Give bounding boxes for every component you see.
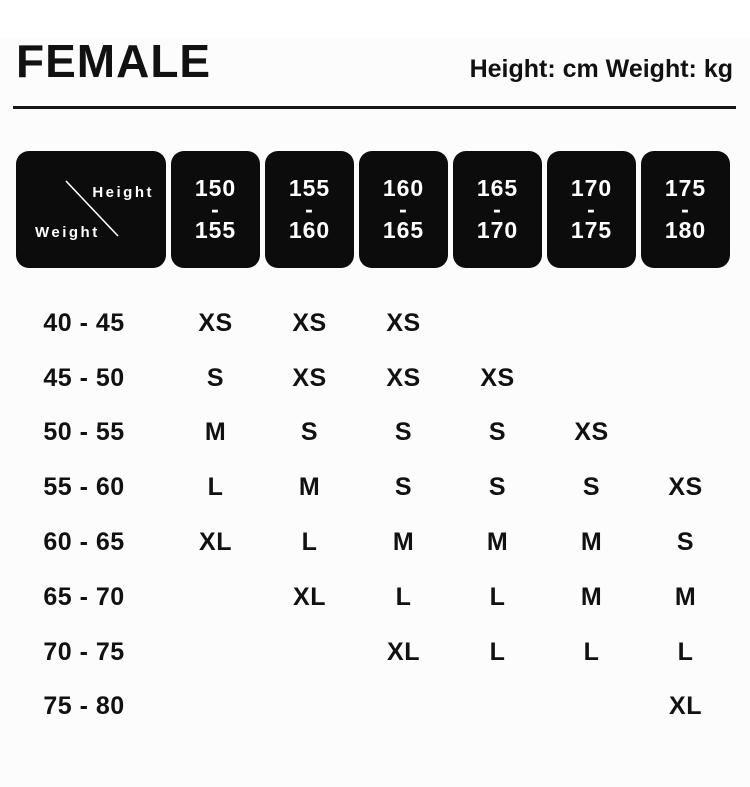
size-cell: M [674, 582, 697, 611]
size-cell [453, 680, 542, 735]
size-cell [641, 296, 730, 351]
height-range-header: 165 - 170 [453, 151, 542, 268]
weight-range-label: 60 - 65 [43, 528, 125, 557]
height-range-header: 175 - 180 [641, 151, 730, 268]
weight-axis-label: Weight [35, 224, 100, 241]
size-cell: XS [480, 363, 515, 392]
header-divider [13, 106, 736, 109]
size-cell [641, 351, 730, 406]
size-cell: S [676, 528, 695, 557]
size-cell [171, 570, 260, 625]
size-cell: M [204, 418, 227, 447]
height-range-header: 150 - 155 [171, 151, 260, 268]
size-cell: XL [669, 692, 702, 721]
height-range-header: 155 - 160 [265, 151, 354, 268]
size-cell [171, 625, 260, 680]
size-cell [453, 296, 542, 351]
size-cell: S [488, 473, 507, 502]
size-cell: L [583, 637, 600, 666]
size-cell [171, 680, 260, 735]
units-label: Height: cm Weight: kg [469, 55, 733, 83]
size-cell: XS [668, 473, 703, 502]
size-cell [359, 680, 448, 735]
size-cell: L [677, 637, 694, 666]
size-cell [265, 625, 354, 680]
height-range-header: 160 - 165 [359, 151, 448, 268]
size-cell: M [298, 473, 321, 502]
size-cell: XS [198, 308, 233, 337]
size-cell: L [489, 637, 506, 666]
size-cell: S [394, 473, 413, 502]
size-cell [547, 296, 636, 351]
height-axis-label: Height [92, 184, 154, 201]
page-header: FEMALE Height: cm Weight: kg [16, 38, 733, 84]
size-cell: S [394, 418, 413, 447]
size-cell: XL [387, 637, 420, 666]
size-cell: L [395, 582, 412, 611]
header-row: Height Weight 150 - 155 155 - 160 160 - 16… [16, 151, 750, 268]
weight-range-label: 70 - 75 [43, 637, 125, 666]
size-cell: L [301, 528, 318, 557]
size-cell: S [300, 418, 319, 447]
size-cell: S [582, 473, 601, 502]
weight-range-label: 50 - 55 [43, 418, 125, 447]
weight-range-label: 75 - 80 [43, 692, 125, 721]
size-cell: XS [386, 363, 421, 392]
size-cell: S [206, 363, 225, 392]
weight-range-label: 40 - 45 [43, 308, 125, 337]
corner-box: Height Weight [16, 151, 166, 268]
diagonal-line-icon [65, 180, 119, 237]
size-cell [547, 351, 636, 406]
size-cell: M [580, 528, 603, 557]
size-cell: M [486, 528, 509, 557]
size-cell [641, 406, 730, 461]
size-cell: L [489, 582, 506, 611]
size-cell: XS [386, 308, 421, 337]
size-cell: XS [292, 308, 327, 337]
weight-range-label: 55 - 60 [43, 473, 125, 502]
size-cell: M [580, 582, 603, 611]
size-cell: XL [293, 582, 326, 611]
weight-range-label: 65 - 70 [43, 582, 125, 611]
page-title: FEMALE [16, 35, 212, 87]
size-cell: XS [574, 418, 609, 447]
size-cell [547, 680, 636, 735]
size-cell: XS [292, 363, 327, 392]
height-range-header: 170 - 175 [547, 151, 636, 268]
size-cell: M [392, 528, 415, 557]
size-cell [265, 680, 354, 735]
size-cell: L [207, 473, 224, 502]
size-cell: XL [199, 528, 232, 557]
size-cell: S [488, 418, 507, 447]
size-grid: 40 - 45 XS XS XS 45 - 50 S XS XS XS 50 - 55 M S S S XS… [16, 296, 750, 734]
weight-range-label: 45 - 50 [43, 363, 125, 392]
